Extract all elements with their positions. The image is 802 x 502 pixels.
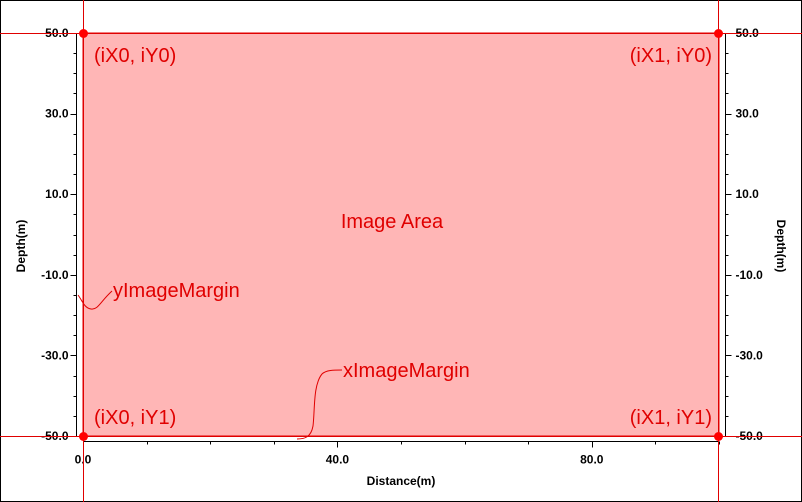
y-tick-label-right: -10.0 — [736, 268, 764, 282]
y-tick-label-left: 10.0 — [45, 187, 69, 201]
x-tick-label: 40.0 — [326, 453, 350, 467]
y-axis-title-left: Depth(m) — [14, 220, 28, 273]
corner-dot-bottom-left — [79, 432, 88, 441]
x-margin-label: xImageMargin — [343, 360, 470, 382]
image-area — [82, 32, 720, 437]
y-tick-label-right: 10.0 — [736, 187, 760, 201]
y-tick-label-left: 30.0 — [45, 107, 69, 121]
corner-label-top-left: (iX0, iY0) — [94, 45, 176, 67]
y-tick-label-right: -30.0 — [736, 348, 764, 362]
corner-dot-top-right — [714, 29, 723, 38]
image-area-label: Image Area — [341, 211, 444, 233]
corner-label-bottom-right: (iX1, iY1) — [630, 407, 712, 429]
x-tick-label: 80.0 — [580, 453, 604, 467]
corner-label-bottom-left: (iX0, iY1) — [94, 407, 176, 429]
corner-dot-bottom-right — [714, 432, 723, 441]
y-tick-label-right: 30.0 — [736, 107, 760, 121]
corner-dots — [79, 29, 723, 441]
x-axis-title: Distance(m) — [367, 474, 436, 488]
corner-label-top-right: (iX1, iY0) — [630, 45, 712, 67]
x-margin-bracket — [296, 369, 343, 440]
y-axis-title-right: Depth(m) — [774, 220, 788, 273]
y-margin-label: yImageMargin — [113, 280, 240, 302]
tick-labels: 50.0 50.030.0 30.010.0 10.0-10.0 -10.0-30.0-… — [41, 26, 763, 467]
corner-dot-top-left — [79, 29, 88, 38]
y-margin-bracket — [77, 290, 113, 310]
y-tick-label-left: -30.0 — [41, 348, 69, 362]
y-tick-label-left: -10.0 — [41, 268, 69, 282]
